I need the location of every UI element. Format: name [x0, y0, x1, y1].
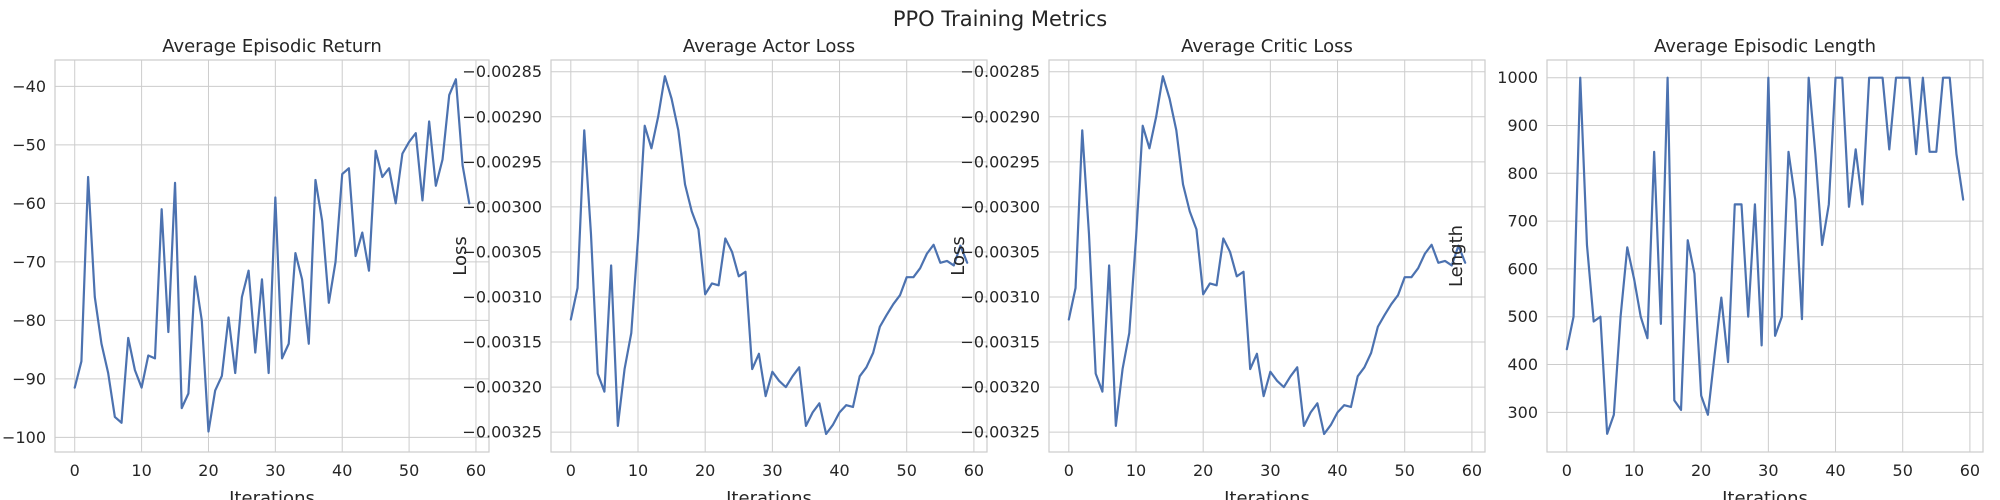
x-tick-label: 0: [1064, 461, 1074, 480]
y-tick-label: −0.00310: [462, 288, 542, 307]
panel-title: Average Critic Loss: [1181, 36, 1353, 57]
y-tick-label: 800: [1507, 164, 1538, 183]
x-tick-label: 10: [131, 461, 151, 480]
x-tick-label: 0: [1562, 461, 1572, 480]
y-tick-label: 900: [1507, 116, 1538, 135]
y-axis-label: Length: [1446, 225, 1467, 287]
panel-title: Average Episodic Length: [1654, 36, 1876, 57]
y-tick-label: −0.00305: [462, 242, 542, 261]
y-tick-label: 700: [1507, 212, 1538, 231]
x-tick-label: 0: [566, 461, 576, 480]
y-axis-label: Loss: [948, 236, 969, 275]
x-tick-label: 50: [1395, 461, 1415, 480]
x-tick-label: 0: [70, 461, 80, 480]
x-tick-label: 30: [265, 461, 285, 480]
panel-title: Average Episodic Return: [162, 36, 382, 57]
y-tick-label: −0.00300: [960, 197, 1040, 216]
y-tick-label: 600: [1507, 259, 1538, 278]
x-tick-label: 40: [332, 461, 352, 480]
x-tick-label: 30: [762, 461, 782, 480]
x-tick-label: 60: [466, 461, 486, 480]
y-tick-label: 300: [1507, 403, 1538, 422]
panel-4: 0 10 20 30 40 50 60 300 400 500 600 700 800 900 1000 Av…: [1446, 36, 1984, 500]
series-line: [73, 78, 471, 433]
x-tick-label: 50: [399, 461, 419, 480]
y-tick-label: −0.00325: [960, 423, 1040, 442]
y-tick-label: −80: [12, 311, 46, 330]
panel-1: 0 10 20 30 40 50 60 −100 −90 −80 −70 −60 −50 −40 Avera…: [2, 36, 490, 500]
series-line: [1565, 76, 1965, 435]
x-axis-label: Iterations: [1722, 488, 1808, 500]
plot-frame: [550, 59, 988, 453]
y-tick-label: −0.00315: [960, 333, 1040, 352]
figure-title: PPO Training Metrics: [893, 7, 1107, 31]
y-tick-label: 1000: [1497, 68, 1538, 87]
x-axis-label: Iterations: [726, 488, 812, 500]
x-tick-label: 60: [1960, 461, 1980, 480]
y-tick-label: −0.00290: [462, 107, 542, 126]
plot-frame: [54, 59, 490, 453]
y-tick-label: −0.00325: [462, 423, 542, 442]
y-tick-label: −0.00290: [960, 107, 1040, 126]
x-axis-label: Iterations: [1224, 488, 1310, 500]
y-tick-label: −0.00320: [960, 378, 1040, 397]
x-tick-label: 10: [628, 461, 648, 480]
y-tick-label: −60: [12, 194, 46, 213]
y-tick-label: 400: [1507, 355, 1538, 374]
y-tick-label: −0.00310: [960, 288, 1040, 307]
x-tick-label: 60: [964, 461, 984, 480]
x-tick-label: 50: [1893, 461, 1913, 480]
y-tick-label: −0.00295: [462, 152, 542, 171]
series-line: [1067, 75, 1467, 436]
plot-frame: [1546, 59, 1984, 453]
y-tick-label: −50: [12, 135, 46, 154]
y-tick-label: −0.00285: [462, 62, 542, 81]
series-line: [569, 75, 969, 436]
y-tick-label: −70: [12, 252, 46, 271]
y-tick-label: −0.00315: [462, 333, 542, 352]
panel-3: 0 10 20 30 40 50 60 −0.00325 −0.00320 −0.00315 −0.…: [948, 36, 1486, 500]
x-tick-label: 40: [1825, 461, 1845, 480]
x-tick-label: 40: [829, 461, 849, 480]
x-tick-label: 60: [1462, 461, 1482, 480]
y-tick-label: −90: [12, 369, 46, 388]
panel-2: 0 10 20 30 40 50 60 −0.00325 −0.00320 −0.00315 −0.…: [450, 36, 988, 500]
x-tick-label: 30: [1260, 461, 1280, 480]
y-tick-label: −40: [12, 77, 46, 96]
x-tick-label: 20: [1691, 461, 1711, 480]
y-tick-label: −0.00285: [960, 62, 1040, 81]
x-tick-label: 20: [695, 461, 715, 480]
x-tick-label: 20: [198, 461, 218, 480]
y-tick-label: −0.00300: [462, 197, 542, 216]
x-tick-label: 50: [897, 461, 917, 480]
panel-title: Average Actor Loss: [683, 36, 855, 57]
y-tick-label: −0.00305: [960, 242, 1040, 261]
x-tick-label: 40: [1327, 461, 1347, 480]
y-tick-label: −0.00320: [462, 378, 542, 397]
plot-frame: [1048, 59, 1486, 453]
y-tick-label: −0.00295: [960, 152, 1040, 171]
x-tick-label: 30: [1758, 461, 1778, 480]
y-axis-label: Loss: [450, 236, 471, 275]
x-tick-label: 10: [1126, 461, 1146, 480]
x-tick-label: 20: [1193, 461, 1213, 480]
x-axis-label: Iterations: [229, 488, 315, 500]
x-tick-label: 10: [1624, 461, 1644, 480]
y-tick-label: 500: [1507, 307, 1538, 326]
y-tick-label: −100: [2, 428, 46, 447]
